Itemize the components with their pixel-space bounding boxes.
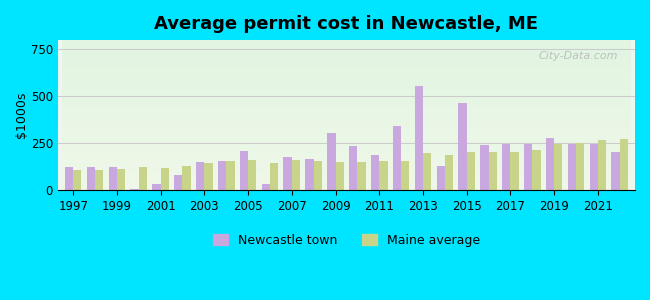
Bar [218, 161, 226, 190]
Title: Average permit cost in Newcastle, ME: Average permit cost in Newcastle, ME [155, 15, 538, 33]
Bar [502, 144, 510, 190]
Bar [327, 133, 335, 190]
Bar [131, 189, 138, 190]
Bar [612, 152, 619, 190]
Bar [204, 163, 213, 190]
Bar [379, 161, 387, 190]
Bar [335, 162, 344, 190]
Bar [532, 150, 541, 190]
Bar [437, 166, 445, 190]
Y-axis label: $1000s: $1000s [15, 92, 28, 138]
Bar [401, 161, 410, 190]
Bar [415, 86, 423, 190]
Bar [196, 162, 204, 190]
Bar [306, 159, 314, 190]
Bar [314, 161, 322, 190]
Bar [270, 163, 278, 190]
Bar [458, 103, 467, 190]
Bar [262, 184, 270, 190]
Bar [393, 126, 401, 190]
Bar [161, 168, 169, 190]
Bar [371, 155, 379, 190]
Bar [86, 167, 95, 190]
Bar [546, 138, 554, 190]
Bar [95, 170, 103, 190]
Bar [489, 152, 497, 190]
Bar [109, 167, 117, 190]
Bar [152, 184, 161, 190]
Bar [467, 152, 475, 190]
Bar [480, 145, 489, 190]
Bar [567, 144, 576, 190]
Bar [248, 160, 256, 190]
Bar [226, 161, 235, 190]
Bar [292, 160, 300, 190]
Bar [576, 143, 584, 190]
Bar [138, 167, 147, 190]
Bar [590, 144, 598, 190]
Bar [554, 144, 562, 190]
Bar [240, 151, 248, 190]
Bar [283, 157, 292, 190]
Legend: Newcastle town, Maine average: Newcastle town, Maine average [208, 229, 485, 252]
Bar [510, 152, 519, 190]
Bar [598, 140, 606, 190]
Bar [423, 153, 431, 190]
Bar [349, 146, 358, 190]
Bar [117, 169, 125, 190]
Bar [524, 144, 532, 190]
Bar [619, 140, 628, 190]
Bar [174, 175, 183, 190]
Bar [358, 162, 366, 190]
Bar [445, 155, 453, 190]
Text: City-Data.com: City-Data.com [538, 51, 617, 61]
Bar [183, 166, 191, 190]
Bar [65, 167, 73, 190]
Bar [73, 170, 81, 190]
